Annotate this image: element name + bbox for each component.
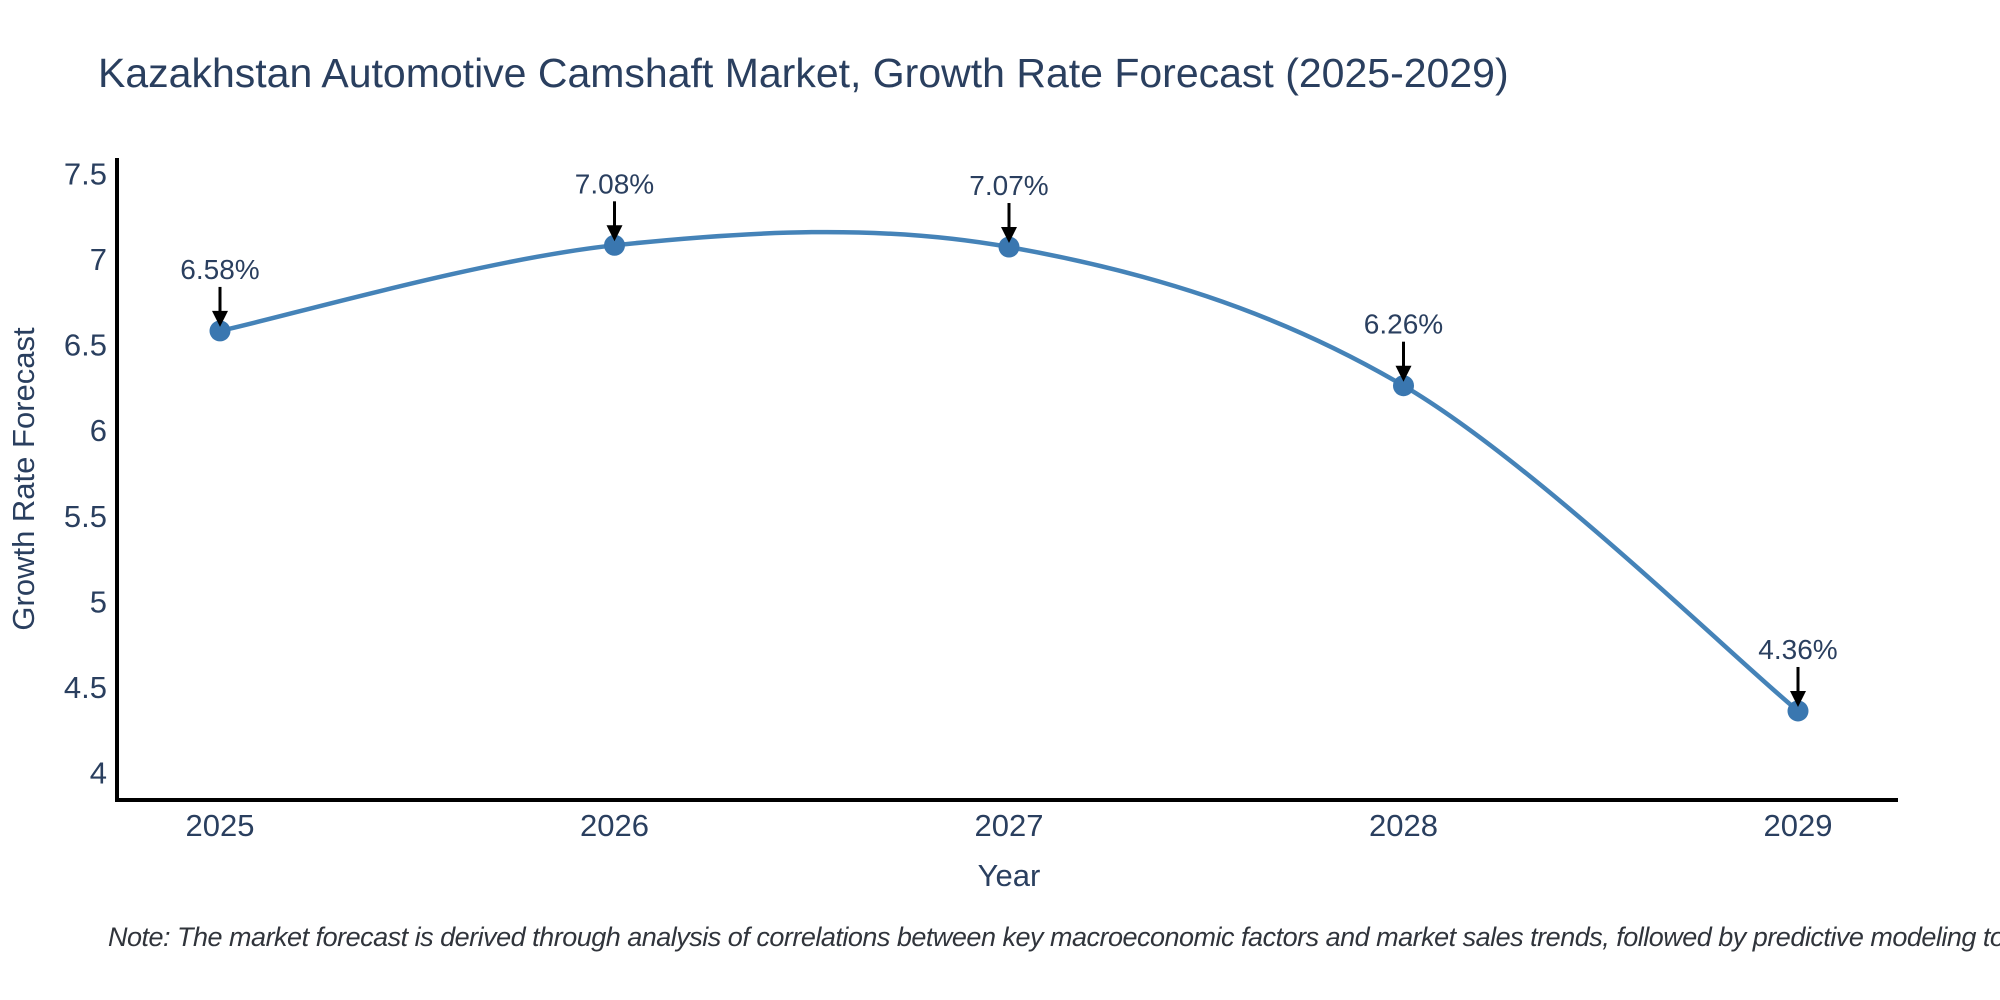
y-tick-label: 5 — [90, 584, 107, 619]
annotation-arrowhead-icon — [1001, 227, 1017, 244]
point-value-label: 7.07% — [969, 170, 1048, 201]
y-tick-label: 7.5 — [64, 156, 107, 191]
data-point-marker — [1393, 375, 1414, 397]
x-tick-label: 2026 — [580, 808, 649, 843]
data-point-marker — [209, 320, 231, 342]
line-series-layer — [209, 229, 1809, 722]
x-tick-label: 2027 — [975, 808, 1044, 843]
data-point-marker — [998, 236, 1020, 258]
annotation-arrowhead-icon — [1790, 690, 1806, 707]
x-axis-title: Year — [978, 858, 1041, 893]
data-point-marker — [1787, 700, 1809, 722]
annotation-arrowhead-icon — [212, 310, 228, 327]
page-title: Kazakhstan Automotive Camshaft Market, G… — [98, 50, 1509, 96]
chart-footnote: Note: The market forecast is derived thr… — [108, 922, 2000, 952]
y-tick-label: 5.5 — [64, 499, 107, 534]
x-tick-label: 2025 — [186, 808, 255, 843]
point-value-label: 6.26% — [1364, 309, 1443, 340]
y-tick-label: 6.5 — [64, 328, 107, 363]
forecast-spline-line — [217, 229, 1801, 714]
axes-layer: 7.5 7 6.5 6 5.5 5 4.5 4 2025 2026 2027 2028 2029 — [64, 156, 1898, 843]
annotation-arrowhead-icon — [1395, 365, 1412, 382]
y-tick-label: 4 — [90, 756, 107, 791]
y-tick-label: 4.5 — [64, 670, 107, 705]
x-tick-label: 2028 — [1369, 808, 1438, 843]
data-point-marker — [604, 234, 625, 256]
y-tick-label: 7 — [90, 242, 107, 277]
annotation-arrowhead-icon — [606, 225, 623, 242]
point-value-label: 7.08% — [575, 168, 654, 199]
y-axis-title: Growth Rate Forecast — [6, 327, 41, 631]
annotation-layer: 6.58% 7.08% 7.07% 6.26% 4.36% — [180, 168, 1838, 707]
x-tick-label: 2029 — [1764, 808, 1833, 843]
y-tick-label: 6 — [90, 413, 107, 448]
point-value-label: 6.58% — [180, 254, 259, 285]
point-value-label: 4.36% — [1758, 634, 1837, 665]
